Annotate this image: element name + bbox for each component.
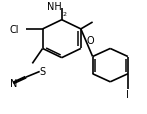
Text: O: O <box>87 36 94 46</box>
Text: I: I <box>126 90 129 100</box>
Text: S: S <box>40 67 46 77</box>
Text: N: N <box>10 78 17 88</box>
Text: 2: 2 <box>62 11 66 16</box>
Text: NH: NH <box>47 2 62 12</box>
Text: Cl: Cl <box>10 25 19 35</box>
